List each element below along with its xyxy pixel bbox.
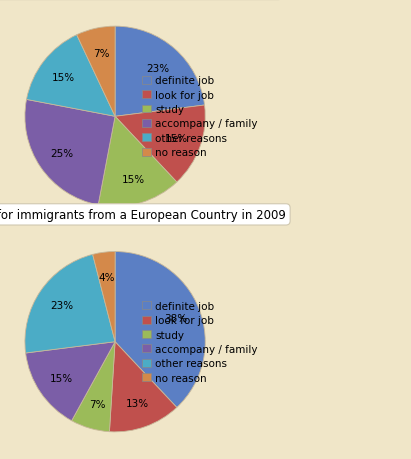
Text: 15%: 15% xyxy=(52,73,75,82)
Wedge shape xyxy=(109,342,177,432)
Legend: definite job, look for job, study, accompany / family, other reasons, no reason: definite job, look for job, study, accom… xyxy=(139,297,262,387)
Wedge shape xyxy=(25,100,115,206)
Wedge shape xyxy=(77,27,115,117)
Wedge shape xyxy=(115,106,205,183)
Text: 15%: 15% xyxy=(164,134,188,144)
Text: 4%: 4% xyxy=(99,273,115,283)
Wedge shape xyxy=(98,117,177,207)
Wedge shape xyxy=(27,36,115,117)
Wedge shape xyxy=(25,342,115,421)
Wedge shape xyxy=(115,27,205,117)
Text: 7%: 7% xyxy=(92,49,109,59)
Text: 15%: 15% xyxy=(50,373,73,383)
Title: Reasons for immigrants from a European Country in 2009: Reasons for immigrants from a European C… xyxy=(0,208,286,221)
Text: 13%: 13% xyxy=(125,398,149,408)
Text: 25%: 25% xyxy=(50,148,73,158)
Text: 15%: 15% xyxy=(122,174,145,184)
Wedge shape xyxy=(92,252,115,342)
Text: 7%: 7% xyxy=(89,399,105,409)
Text: 23%: 23% xyxy=(146,63,170,73)
Legend: definite job, look for job, study, accompany / family, other reasons, no reason: definite job, look for job, study, accom… xyxy=(139,72,262,162)
Wedge shape xyxy=(25,255,115,353)
Text: 38%: 38% xyxy=(164,313,187,323)
Wedge shape xyxy=(72,342,115,432)
Wedge shape xyxy=(115,252,205,408)
Text: 23%: 23% xyxy=(50,301,73,311)
